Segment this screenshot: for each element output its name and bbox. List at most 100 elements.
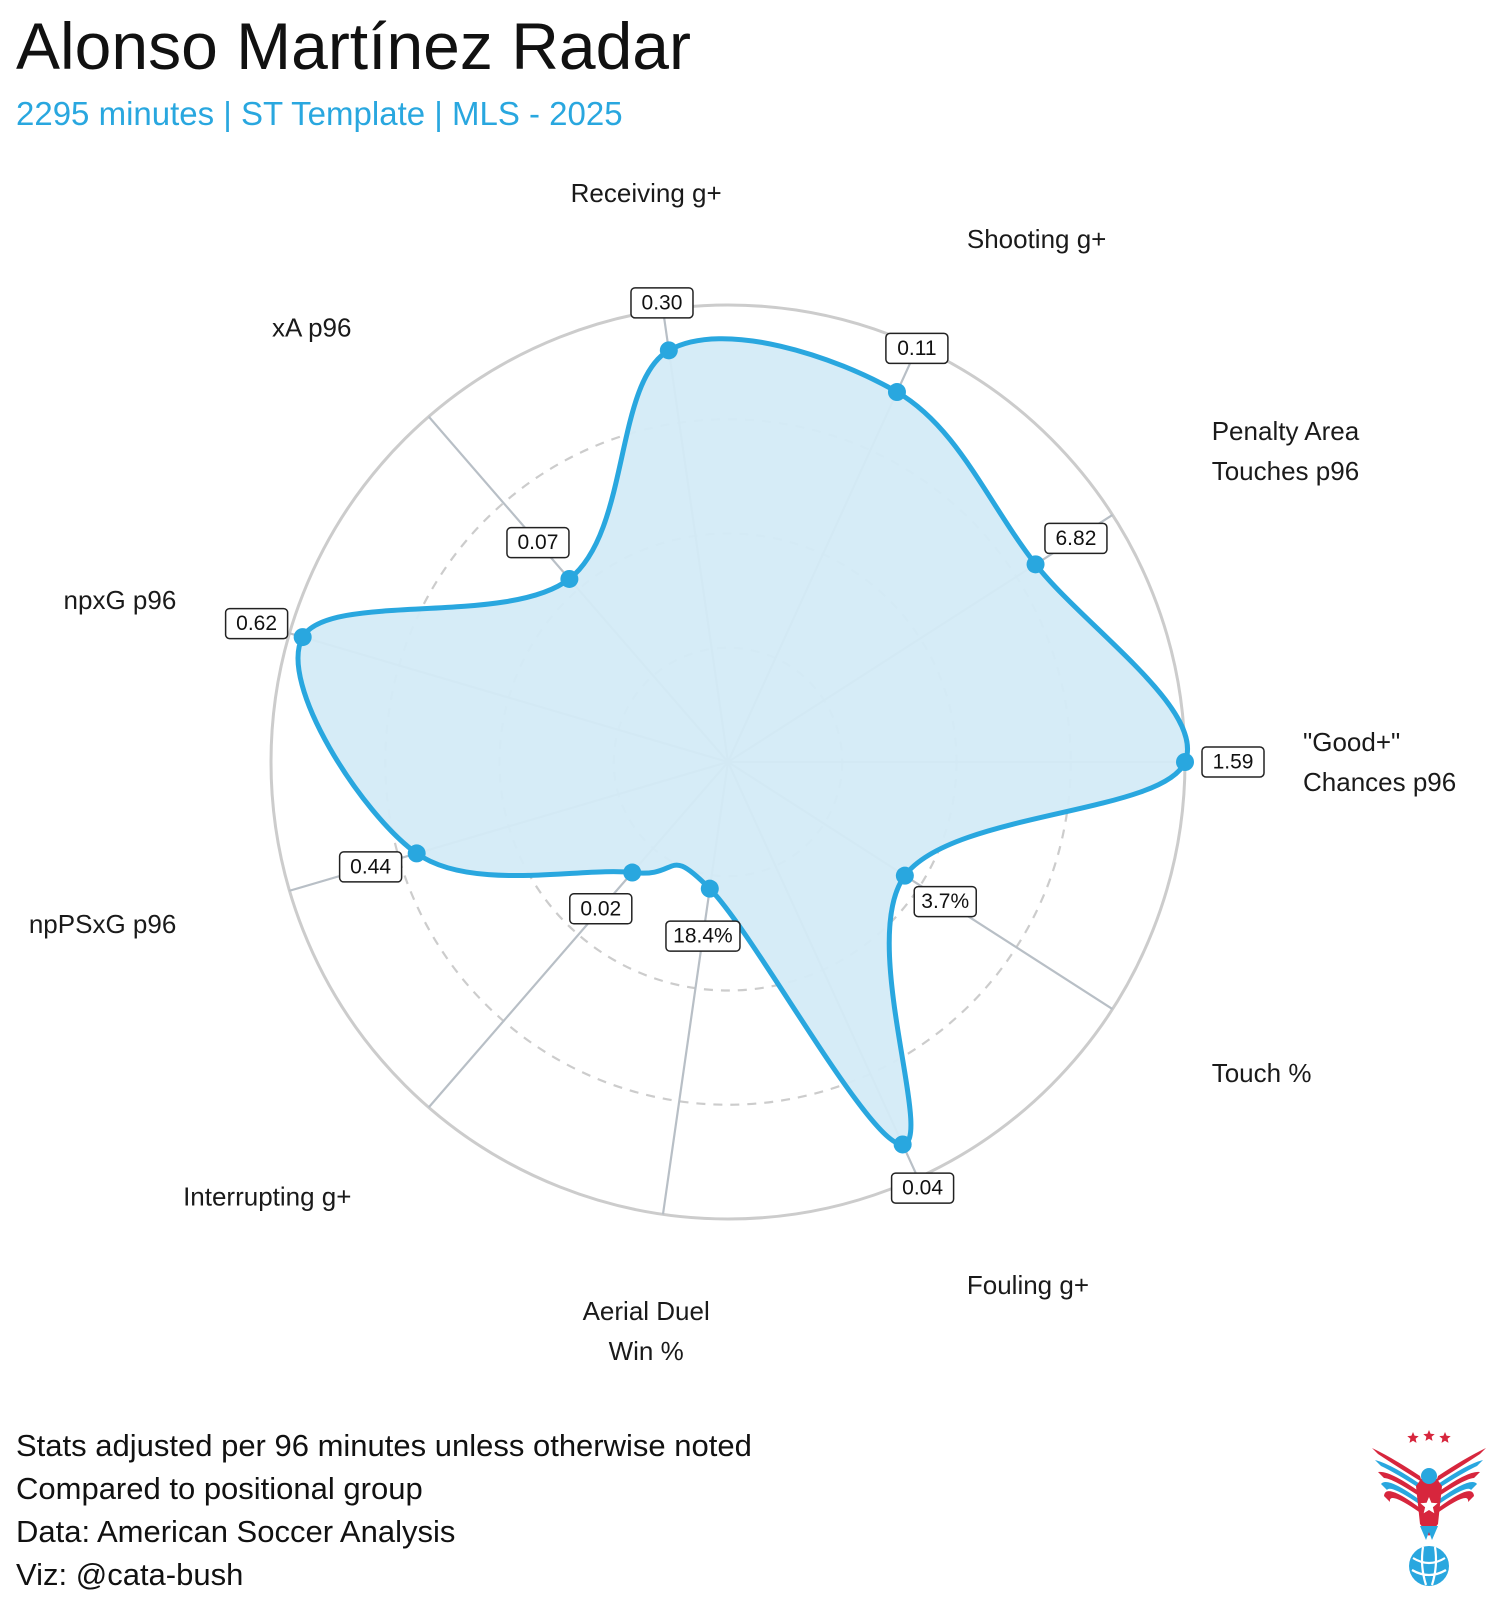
- wing-stripe: [1436, 1491, 1474, 1514]
- axis-label: Receiving g+: [571, 178, 722, 208]
- radar-axis-labels: "Good+" Chances p96 Penalty Area Touches p9…: [29, 178, 1456, 1366]
- axis-label-line: Shooting g+: [967, 224, 1107, 254]
- radar-data-point: [893, 1135, 912, 1154]
- axis-label-line: Touch %: [1212, 1058, 1312, 1088]
- axis-label: Fouling g+: [967, 1270, 1089, 1300]
- value-label: 1.59: [1201, 746, 1265, 778]
- value-label-text: 0.30: [642, 291, 683, 314]
- axis-label: Shooting g+: [967, 224, 1107, 254]
- axis-label: npxG p96: [64, 585, 177, 615]
- value-label-text: 0.62: [236, 612, 277, 635]
- value-label-box: [338, 851, 403, 883]
- value-label-box: [913, 885, 977, 918]
- ball-seams: [1411, 1546, 1447, 1586]
- value-label: 3.7%: [913, 885, 977, 918]
- value-label-box: [665, 920, 741, 952]
- axis-label-line: Penalty Area: [1212, 416, 1360, 446]
- wing-stripe: [1378, 1471, 1422, 1498]
- radar-data-point: [887, 383, 906, 402]
- radar-data-point: [895, 866, 914, 885]
- axis-label: xA p96: [272, 312, 352, 342]
- radar-value-labels: 1.59 6.82 0.11 0.30 0.07 0.62 0.44 0.02 18.4% 0.0…: [224, 287, 1265, 1204]
- axis-label-line: xA p96: [272, 312, 352, 342]
- value-label-box: [630, 287, 694, 319]
- value-label-box: [224, 607, 289, 640]
- radar-data-point: [1026, 555, 1045, 574]
- axis-label-line: Chances p96: [1303, 767, 1456, 797]
- value-label: 0.62: [224, 607, 289, 640]
- value-label-box: [569, 893, 633, 925]
- ball-circle: [1409, 1546, 1449, 1586]
- value-label-text: 6.82: [1056, 527, 1097, 550]
- axis-label-line: Interrupting g+: [183, 1182, 351, 1212]
- chart-subtitle: 2295 minutes | ST Template | MLS - 2025: [16, 95, 623, 132]
- axis-label-line: Receiving g+: [571, 178, 722, 208]
- caption-line: Stats adjusted per 96 minutes unless oth…: [16, 1428, 752, 1463]
- caption-line: Viz: @cata-bush: [16, 1557, 244, 1592]
- wing-stripe: [1381, 1482, 1422, 1506]
- value-label-box: [1201, 746, 1265, 778]
- caption-notes: Stats adjusted per 96 minutes unless oth…: [16, 1424, 752, 1596]
- radar-points: [293, 341, 1194, 1154]
- radar-data-point: [700, 879, 719, 898]
- radar-data-point: [407, 844, 426, 863]
- radar-data-point: [560, 569, 579, 588]
- value-label-box: [1044, 522, 1108, 555]
- radar-data-point: [623, 863, 642, 882]
- value-label: 0.07: [506, 526, 570, 559]
- wing-stripe: [1436, 1460, 1483, 1490]
- value-label: 6.82: [1044, 522, 1108, 555]
- wing-stripe: [1436, 1482, 1477, 1506]
- axis-label-line: "Good+": [1303, 727, 1400, 757]
- radar-data-point: [293, 628, 312, 647]
- value-label-text: 0.02: [580, 897, 621, 920]
- value-label-text: 1.59: [1213, 751, 1254, 774]
- wing-stripe: [1384, 1491, 1422, 1514]
- axis-label-line: npPSxG p96: [29, 909, 176, 939]
- caption-line: Compared to positional group: [16, 1471, 423, 1506]
- value-label: 18.4%: [665, 920, 741, 952]
- radar-data-point: [659, 341, 678, 360]
- axis-label-line: Win %: [609, 1336, 684, 1366]
- value-label: 0.44: [338, 851, 403, 883]
- value-label-text: 0.11: [897, 337, 936, 360]
- eagle-soccer-logo-icon: [1372, 1430, 1486, 1586]
- wing-stripe: [1436, 1448, 1486, 1482]
- axis-label-line: Touches p96: [1212, 456, 1359, 486]
- soccer-ball-icon: [1409, 1546, 1449, 1586]
- axis-label: Aerial Duel Win %: [583, 1296, 710, 1366]
- axis-label: "Good+" Chances p96: [1303, 727, 1456, 797]
- radar-shape: [295, 336, 1190, 1147]
- wing-stripe: [1436, 1471, 1480, 1498]
- axis-label: npPSxG p96: [29, 909, 176, 939]
- eagle-wings-icon: [1372, 1448, 1486, 1540]
- axis-label: Touch %: [1212, 1058, 1312, 1088]
- axis-label: Penalty Area Touches p96: [1212, 416, 1360, 486]
- value-label-text: 0.07: [518, 531, 559, 554]
- value-label: 0.30: [630, 287, 694, 319]
- radar-data-point: [1176, 753, 1194, 771]
- radar-series-area: [295, 336, 1190, 1147]
- value-label-text: 0.44: [350, 855, 391, 878]
- axis-label-line: Fouling g+: [967, 1270, 1089, 1300]
- stars-icon: [1407, 1430, 1451, 1443]
- eagle-tail: [1420, 1526, 1438, 1540]
- axis-label: Interrupting g+: [183, 1182, 351, 1212]
- value-label-text: 3.7%: [921, 890, 969, 913]
- chart-title: Alonso Martínez Radar: [16, 9, 691, 83]
- value-label-box: [885, 332, 949, 365]
- wing-stripe: [1375, 1460, 1422, 1490]
- wing-stripe: [1372, 1448, 1422, 1482]
- radar-chart: 1.59 6.82 0.11 0.30 0.07 0.62 0.44 0.02 18.4% 0.0…: [29, 178, 1456, 1366]
- eagle-head: [1421, 1468, 1437, 1484]
- value-label-text: 18.4%: [673, 925, 733, 948]
- star-icon: [1420, 1497, 1438, 1514]
- value-label-box: [890, 1172, 955, 1204]
- star-icon: [1439, 1432, 1451, 1443]
- value-label: 0.11: [885, 332, 949, 365]
- value-label-text: 0.04: [902, 1177, 943, 1200]
- star-icon: [1407, 1432, 1419, 1443]
- value-label: 0.02: [569, 893, 633, 925]
- axis-label-line: Aerial Duel: [583, 1296, 710, 1326]
- caption-line: Data: American Soccer Analysis: [16, 1514, 456, 1549]
